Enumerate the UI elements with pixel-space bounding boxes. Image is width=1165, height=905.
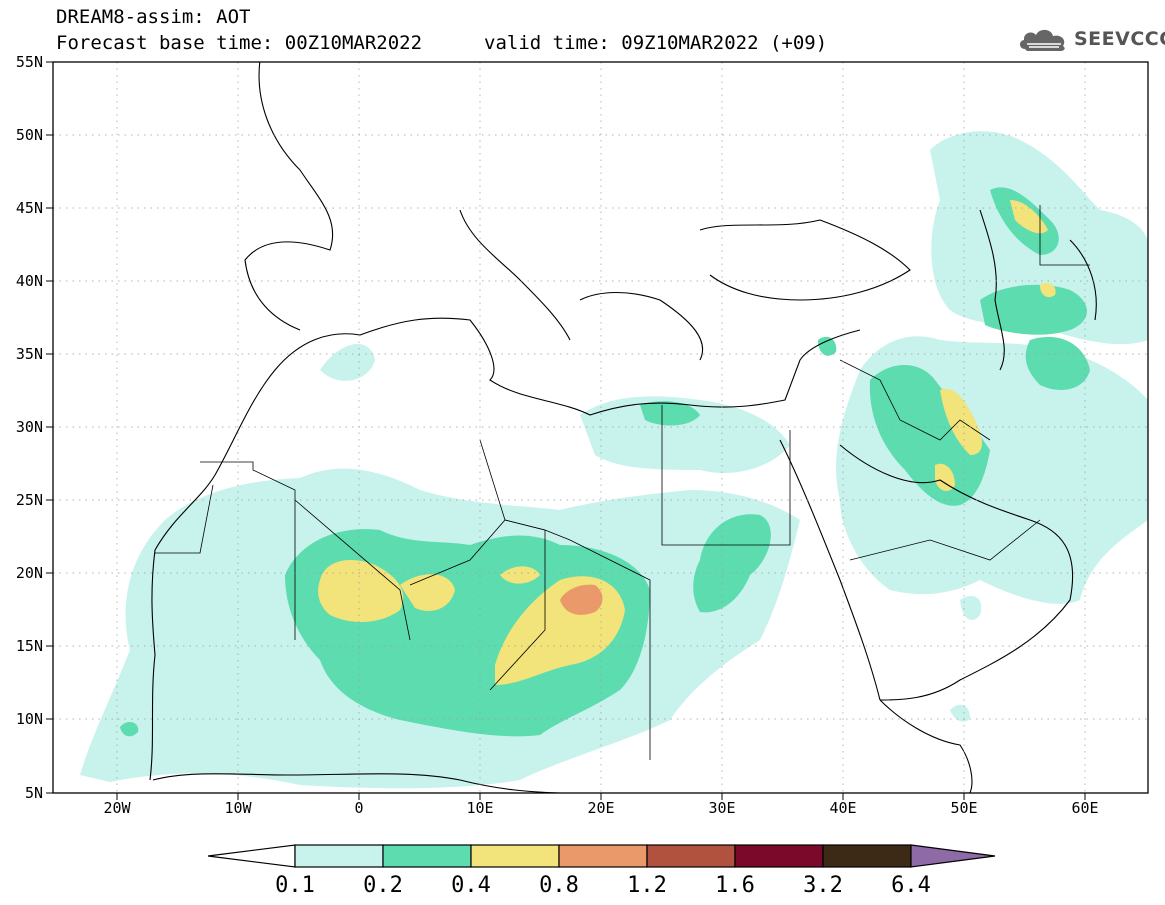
coastlines bbox=[149, 62, 1097, 793]
lon-label: 30E bbox=[708, 799, 735, 817]
logo-text: SEEVCCC bbox=[1074, 28, 1165, 50]
colorbar-swatch bbox=[558, 844, 648, 868]
colorbar: 0.1 0.2 0.4 0.8 1.2 1.6 3.2 6.4 bbox=[207, 844, 996, 898]
colorbar-label: 0.1 bbox=[275, 873, 315, 898]
forecast-base-time: Forecast base time: 00Z10MAR2022 bbox=[56, 32, 423, 54]
colorbar-swatch bbox=[294, 844, 384, 868]
colorbar-label: 3.2 bbox=[803, 873, 843, 898]
colorbar-label: 0.2 bbox=[363, 873, 403, 898]
map-area bbox=[53, 62, 1148, 793]
lat-label: 30N bbox=[16, 418, 43, 436]
lon-label: 20E bbox=[587, 799, 614, 817]
colorbar-swatch bbox=[822, 844, 912, 868]
colorbar-under-arrow bbox=[207, 844, 296, 868]
colorbar-over-arrow bbox=[910, 844, 996, 868]
colorbar-swatch bbox=[382, 844, 472, 868]
colorbar-swatch bbox=[646, 844, 736, 868]
lon-label: 0 bbox=[354, 799, 363, 817]
lat-label: 15N bbox=[16, 637, 43, 655]
colorbar-swatch bbox=[734, 844, 824, 868]
lon-label: 10E bbox=[466, 799, 493, 817]
map-title: DREAM8-assim: AOT bbox=[56, 6, 251, 28]
lat-label: 10N bbox=[16, 710, 43, 728]
cloud-icon bbox=[1019, 29, 1065, 51]
tick-marks bbox=[46, 61, 1086, 800]
country-borders bbox=[155, 205, 1090, 760]
aot-level-0.8 bbox=[560, 584, 603, 615]
seevccc-logo: SEEVCCC bbox=[1017, 24, 1165, 54]
colorbar-label: 6.4 bbox=[891, 873, 931, 898]
latitude-labels: 55N 50N 45N 40N 35N 30N 25N 20N 15N 10N … bbox=[16, 53, 43, 802]
lat-label: 25N bbox=[16, 491, 43, 509]
colorbar-label: 1.6 bbox=[715, 873, 755, 898]
lon-label: 60E bbox=[1071, 799, 1098, 817]
valid-time: valid time: 09Z10MAR2022 (+09) bbox=[484, 32, 828, 54]
lon-label: 20W bbox=[103, 799, 131, 817]
lon-label: 50E bbox=[950, 799, 977, 817]
lon-label: 40E bbox=[829, 799, 856, 817]
longitude-labels: 20W 10W 0 10E 20E 30E 40E 50E 60E bbox=[103, 799, 1098, 817]
lat-label: 20N bbox=[16, 564, 43, 582]
colorbar-swatch bbox=[470, 844, 560, 868]
lat-label: 55N bbox=[16, 53, 43, 71]
lat-label: 45N bbox=[16, 199, 43, 217]
colorbar-label: 0.8 bbox=[539, 873, 579, 898]
lat-label: 50N bbox=[16, 126, 43, 144]
colorbar-label: 1.2 bbox=[627, 873, 667, 898]
lon-label: 10W bbox=[224, 799, 252, 817]
lat-label: 5N bbox=[25, 784, 43, 802]
graticule bbox=[53, 62, 1148, 793]
colorbar-label: 0.4 bbox=[451, 873, 491, 898]
lat-label: 40N bbox=[16, 272, 43, 290]
lat-label: 35N bbox=[16, 345, 43, 363]
